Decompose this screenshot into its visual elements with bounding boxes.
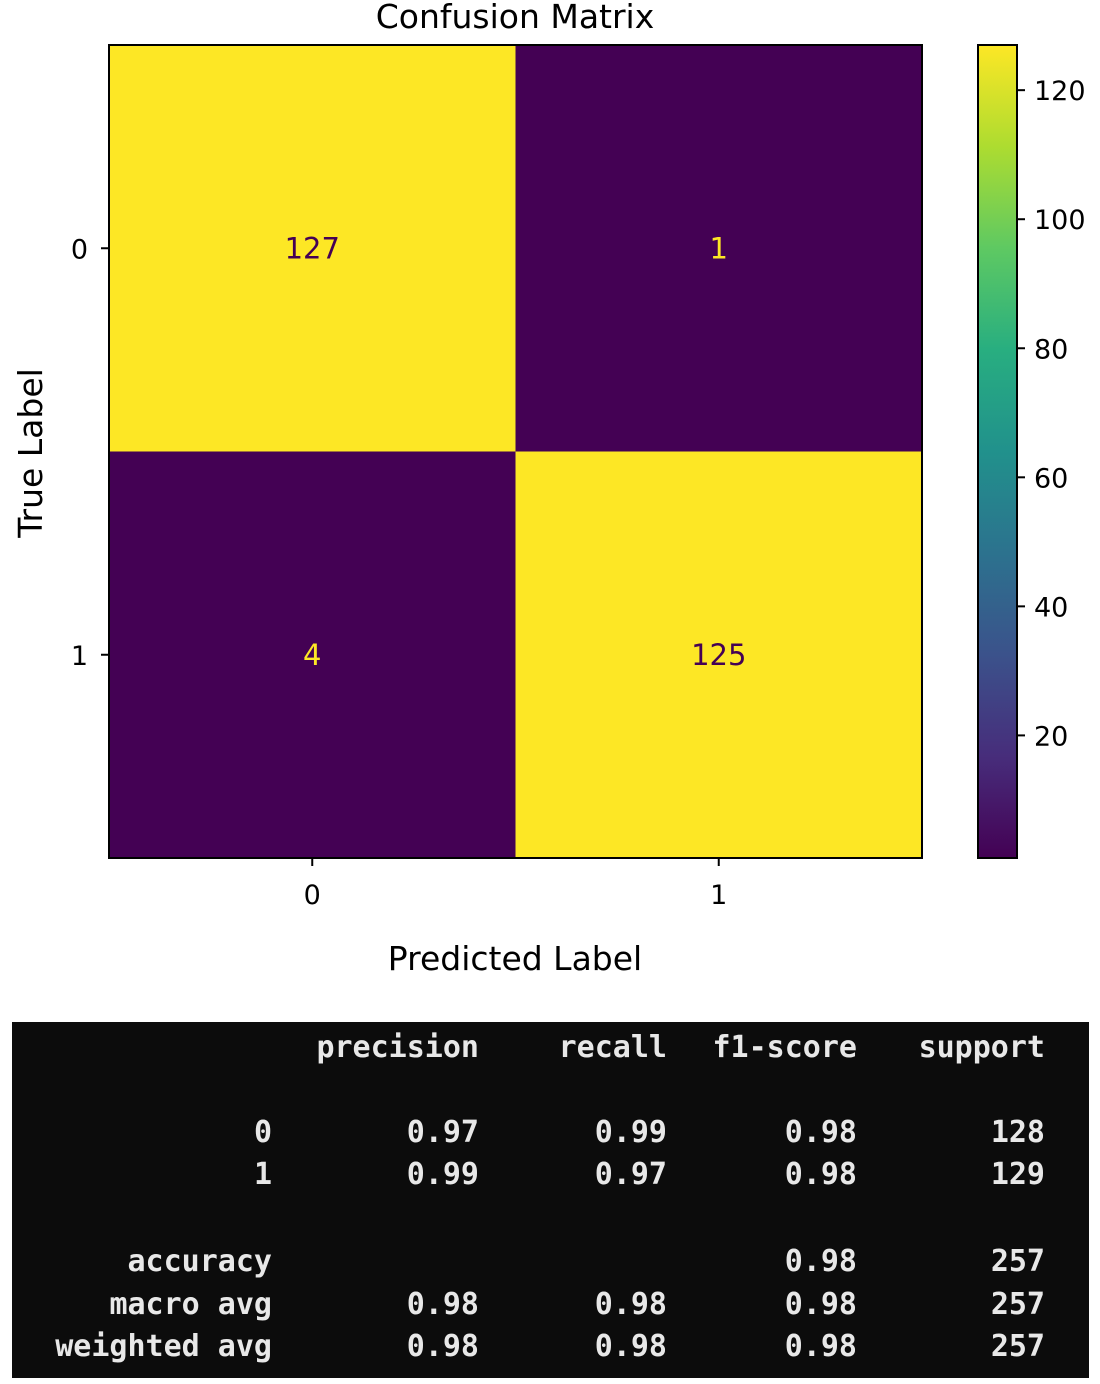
report-cell: 129 bbox=[990, 1157, 1045, 1192]
report-cell: 0.97 bbox=[594, 1157, 667, 1192]
report-cell: 0.98 bbox=[784, 1329, 857, 1364]
x-tick-label: 0 bbox=[304, 880, 321, 911]
report-cell: 0.98 bbox=[406, 1287, 479, 1322]
report-cell: 0.99 bbox=[406, 1157, 479, 1192]
report-row: accuracy 0.98 257 bbox=[12, 1240, 1089, 1284]
report-cell: 128 bbox=[990, 1115, 1045, 1150]
y-tick-label: 1 bbox=[71, 641, 88, 672]
x-axis-label: Predicted Label bbox=[388, 939, 642, 978]
report-cell: 257 bbox=[990, 1329, 1045, 1364]
report-cell: 0.98 bbox=[594, 1329, 667, 1364]
report-header-cell: recall bbox=[558, 1030, 667, 1065]
heatmap-cell-0-0 bbox=[109, 45, 516, 452]
report-header-cell: precision bbox=[316, 1030, 479, 1065]
report-header-cell: f1-score bbox=[712, 1030, 858, 1065]
report-row: 1 0.99 0.97 0.98 129 bbox=[12, 1153, 1089, 1197]
x-tick-label: 1 bbox=[710, 880, 727, 911]
heatmap-cell-1-0 bbox=[109, 451, 516, 858]
colorbar-tick-label: 120 bbox=[1034, 76, 1086, 107]
colorbar-tick-label: 80 bbox=[1034, 334, 1068, 365]
report-cell: 0 bbox=[253, 1115, 272, 1150]
report-cell: 0.98 bbox=[784, 1244, 857, 1279]
report-header-cell: support bbox=[918, 1030, 1045, 1065]
cell-value-label: 1 bbox=[710, 231, 728, 265]
y-tick-label: 0 bbox=[71, 234, 88, 265]
report-cell: 257 bbox=[990, 1287, 1045, 1322]
report-cell: 1 bbox=[253, 1157, 272, 1192]
report-cell: accuracy bbox=[127, 1244, 273, 1279]
report-row: weighted avg 0.98 0.98 0.98 257 bbox=[12, 1325, 1089, 1369]
y-axis-ticks: 01 bbox=[71, 234, 109, 672]
heatmap-cells: 127 1 4 125 bbox=[109, 45, 922, 858]
report-cell: 0.98 bbox=[406, 1329, 479, 1364]
heatmap-cell-1-1 bbox=[515, 451, 922, 858]
report-cell: 0.98 bbox=[784, 1287, 857, 1322]
colorbar-tick-label: 40 bbox=[1034, 592, 1068, 623]
report-cell: 0.98 bbox=[594, 1287, 667, 1322]
report-cell: weighted avg bbox=[55, 1329, 272, 1364]
cell-value-label: 127 bbox=[285, 231, 340, 265]
cell-value-label: 125 bbox=[691, 638, 746, 672]
plot-frame bbox=[108, 44, 923, 859]
report-row: 0 0.97 0.99 0.98 128 bbox=[12, 1111, 1089, 1155]
chart-title: Confusion Matrix bbox=[376, 0, 655, 36]
colorbar-tick-label: 20 bbox=[1034, 721, 1068, 752]
report-row: macro avg 0.98 0.98 0.98 257 bbox=[12, 1283, 1089, 1327]
report-cell: 0.98 bbox=[784, 1157, 857, 1192]
report-cell: 257 bbox=[990, 1244, 1045, 1279]
report-cell: 0.99 bbox=[594, 1115, 667, 1150]
heatmap-cell-0-1 bbox=[515, 45, 922, 452]
cell-value-label: 4 bbox=[303, 638, 321, 672]
colorbar-ticks: 20 40 60 80 100 120 bbox=[1017, 76, 1086, 752]
report-cell: 0.97 bbox=[406, 1115, 479, 1150]
colorbar-tick-label: 100 bbox=[1034, 205, 1086, 236]
y-axis-label: True Label bbox=[11, 368, 50, 539]
report-header-row: precision recall f1-score support bbox=[12, 1026, 1089, 1070]
report-cell: macro avg bbox=[109, 1287, 272, 1322]
report-cell: 0.98 bbox=[784, 1115, 857, 1150]
classification-report: precision recall f1-score support 0 0.97 0.99 0… bbox=[12, 1022, 1089, 1378]
colorbar bbox=[977, 44, 1018, 859]
colorbar-tick-label: 60 bbox=[1034, 463, 1068, 494]
confusion-matrix-chart: Confusion Matrix True Label Predicted La… bbox=[11, 0, 1086, 978]
